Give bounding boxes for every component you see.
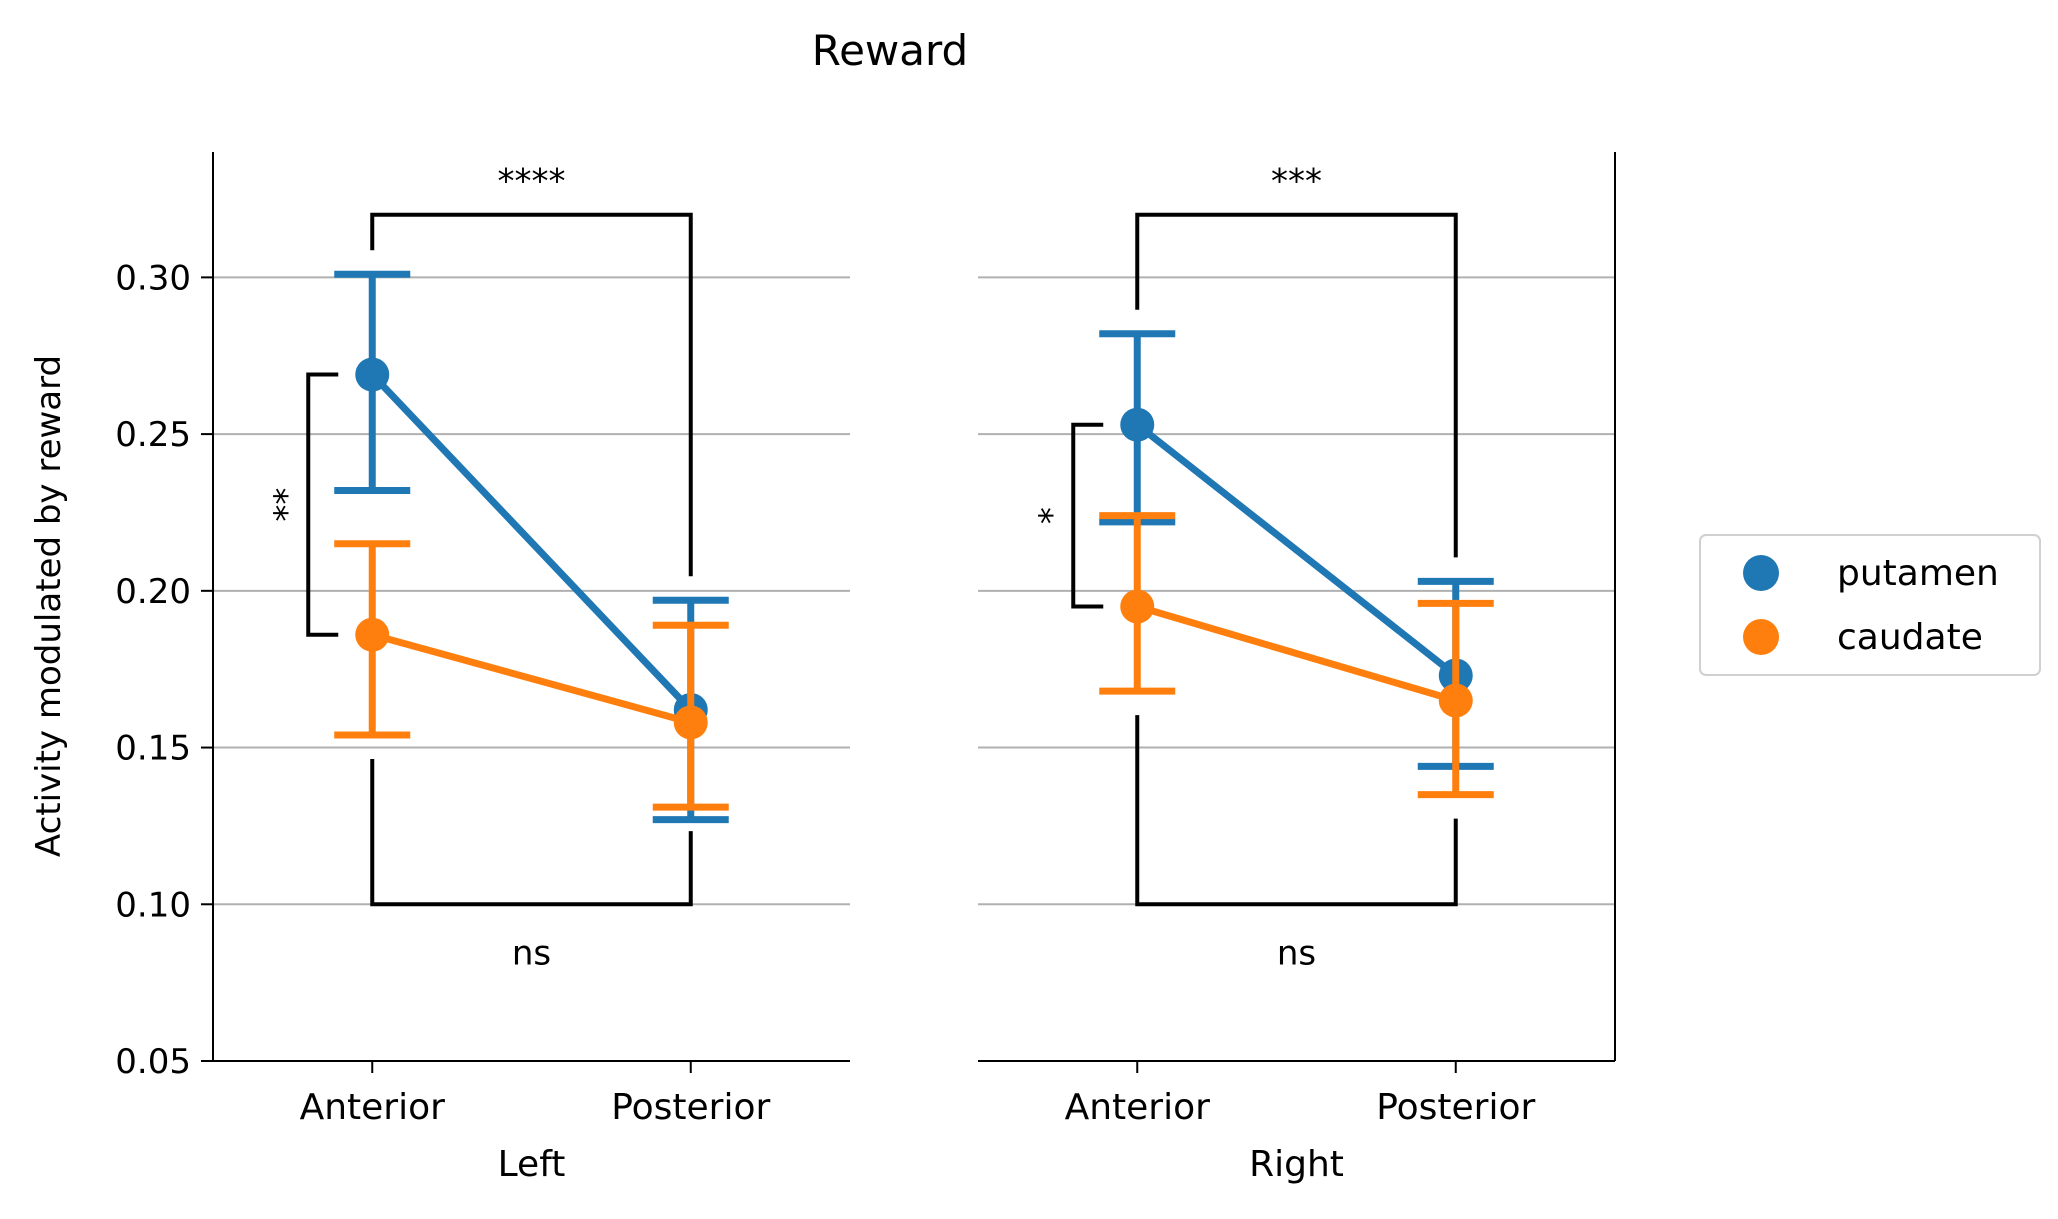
- legend-label-caudate: caudate: [1837, 617, 1983, 658]
- series-putamen: [1099, 330, 1494, 770]
- y-tick-label: 0.30: [115, 258, 191, 298]
- significance-label: ns: [1277, 933, 1316, 973]
- y-tick-label: 0.10: [115, 885, 191, 925]
- series-caudate: [334, 540, 729, 811]
- y-axis-label: Activity modulated by reward: [29, 355, 69, 857]
- data-point-putamen: [1120, 407, 1155, 442]
- panel-left: 0.05 0.10 0.15 0.20 0.25 0.30 Anterior Posterio…: [115, 152, 850, 1185]
- significance-bracket: [370, 212, 693, 577]
- significance-label: ****: [498, 162, 566, 202]
- legend-frame: [1699, 534, 2041, 676]
- series-line-caudate: [1136, 603, 1457, 704]
- y-tick-label: 0.20: [115, 572, 191, 612]
- chart-title: Reward: [812, 26, 968, 75]
- x-tick-label-anterior: Anterior: [300, 1087, 446, 1128]
- significance-label: ns: [512, 933, 551, 973]
- series-caudate: [1099, 512, 1494, 799]
- series-line-putamen: [1135, 421, 1458, 679]
- panel-right: Anterior Posterior Right *** ns *: [978, 152, 1616, 1185]
- significance-label: ***: [1271, 162, 1322, 202]
- x-tick-label-anterior: Anterior: [1065, 1087, 1211, 1128]
- data-point-putamen: [355, 357, 390, 392]
- series-line-caudate: [371, 631, 692, 726]
- legend-marker-caudate: [1743, 619, 1779, 655]
- data-point-caudate: [1438, 683, 1473, 718]
- data-point-caudate: [1120, 589, 1155, 624]
- significance-bracket: [1071, 422, 1104, 609]
- significance-label: **: [267, 488, 307, 522]
- y-tick-label: 0.25: [115, 415, 191, 455]
- significance-label: *: [1032, 507, 1072, 524]
- significance-bracket: [1135, 212, 1458, 558]
- significance-bracket: [1135, 715, 1458, 907]
- significance-bracket: [370, 759, 693, 907]
- y-tick-label: 0.05: [115, 1042, 191, 1082]
- legend-marker-putamen: [1743, 555, 1779, 591]
- series-line-putamen: [369, 372, 694, 713]
- x-axis-label: Left: [498, 1144, 566, 1185]
- y-tick-label: 0.15: [115, 729, 191, 769]
- data-point-caudate: [355, 617, 390, 652]
- x-tick-label-posterior: Posterior: [611, 1087, 770, 1128]
- legend-label-putamen: putamen: [1837, 553, 1999, 594]
- significance-bracket: [306, 372, 339, 637]
- data-point-caudate: [673, 705, 708, 740]
- x-axis-label: Right: [1249, 1144, 1344, 1185]
- x-tick-label-posterior: Posterior: [1376, 1087, 1535, 1128]
- legend: putamen caudate: [1699, 534, 2041, 676]
- panels: 0.05 0.10 0.15 0.20 0.25 0.30 Anterior Posterio…: [115, 152, 1616, 1185]
